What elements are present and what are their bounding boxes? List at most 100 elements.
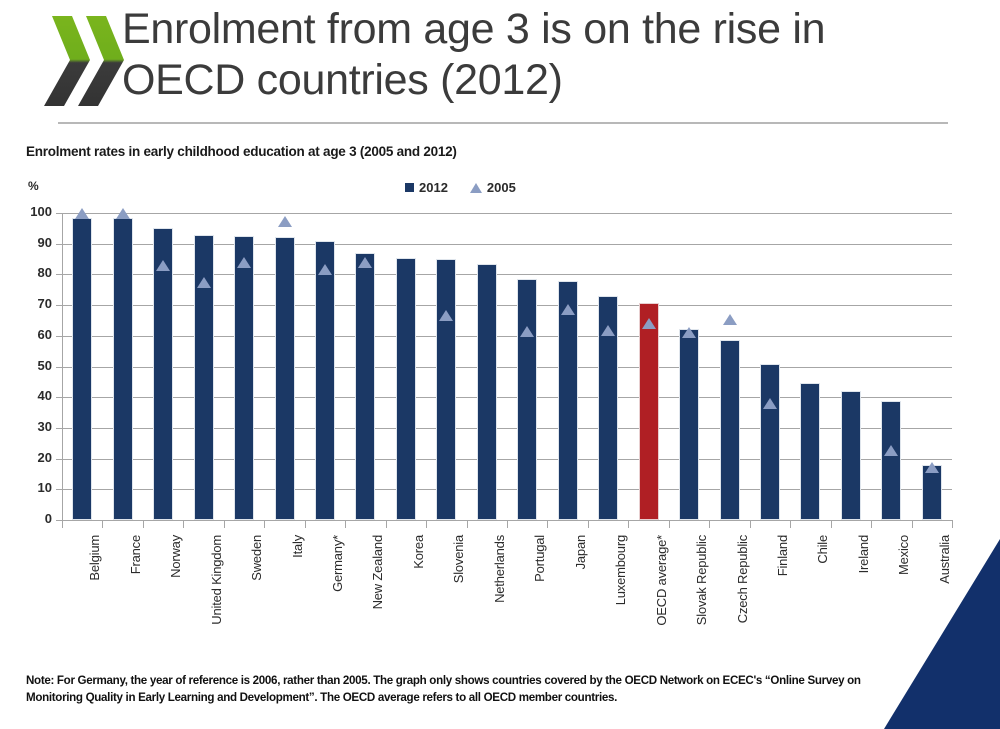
y-axis-tick — [56, 213, 62, 214]
bar-czech-republic — [719, 340, 740, 520]
x-axis-label-ireland: Ireland — [855, 535, 871, 574]
x-axis-label-mexico: Mexico — [896, 535, 912, 575]
x-axis-tick — [62, 521, 63, 528]
gridline — [62, 427, 952, 429]
x-axis-label-slovak-republic: Slovak Republic — [694, 535, 710, 626]
y-axis-unit-label: % — [28, 179, 39, 193]
gridline — [62, 274, 952, 276]
x-axis-label-italy: Italy — [289, 535, 305, 558]
bar-germany — [314, 240, 335, 520]
chart-subtitle: Enrolment rates in early childhood educa… — [26, 144, 457, 159]
legend-item-2005: 2005 — [469, 180, 516, 195]
title-divider — [58, 122, 948, 124]
bar-norway — [153, 228, 174, 520]
x-axis-label-netherlands: Netherlands — [491, 535, 507, 603]
bar-korea — [395, 257, 416, 520]
x-axis-label-finland: Finland — [774, 535, 790, 577]
x-axis-label-germany: Germany* — [329, 535, 345, 592]
x-axis-label-sweden: Sweden — [249, 535, 265, 581]
y-axis-tick-label: 80 — [37, 265, 52, 281]
bar-new-zealand — [355, 252, 376, 520]
x-axis-label-chile: Chile — [815, 535, 831, 564]
y-axis-tick-label: 20 — [37, 449, 52, 465]
page-title: Enrolment from age 3 is on the rise in O… — [122, 5, 826, 104]
bar-australia — [921, 465, 942, 520]
bar-luxembourg — [598, 295, 619, 520]
y-axis-tick — [56, 520, 62, 521]
marker-2005-finland — [762, 398, 777, 410]
bar-slovenia — [436, 259, 457, 520]
y-axis-tick — [56, 397, 62, 399]
y-axis-tick — [56, 274, 62, 276]
x-axis-tick — [628, 521, 630, 528]
y-axis-tick — [56, 489, 62, 491]
x-axis-label-japan: Japan — [572, 535, 588, 570]
bar-mexico — [881, 400, 902, 520]
x-axis-label-korea: Korea — [410, 535, 426, 569]
bar-belgium — [72, 217, 93, 520]
x-axis-tick — [952, 521, 953, 528]
y-axis-tick-label: 40 — [37, 388, 52, 404]
x-axis-tick — [749, 521, 751, 528]
legend-triangle-icon — [469, 182, 482, 193]
y-axis-tick — [56, 366, 62, 368]
x-axis-label-new-zealand: New Zealand — [370, 535, 386, 610]
plot-area: 0 10 20 30 40 50 60 70 80 90 100 — [30, 204, 952, 526]
y-axis-tick-label: 90 — [37, 234, 52, 250]
marker-2005-portugal — [520, 326, 535, 338]
x-axis-tick — [183, 521, 185, 528]
chart-legend: 2012 2005 — [405, 180, 516, 195]
legend-label-2005: 2005 — [486, 180, 516, 195]
x-axis-tick — [142, 521, 144, 528]
chart-footnote: Note: For Germany, the year of reference… — [26, 674, 861, 704]
marker-2005-japan — [560, 303, 575, 315]
y-axis-tick-label: 10 — [37, 480, 52, 496]
y-axis-tick — [56, 458, 62, 460]
marker-2005-italy — [277, 215, 292, 227]
x-axis-label-france: France — [127, 535, 143, 575]
marker-2005-norway — [156, 260, 171, 272]
marker-2005-luxembourg — [601, 325, 616, 337]
gridline — [62, 305, 952, 307]
marker-2005-czech-republic — [722, 314, 737, 326]
gridline — [62, 489, 952, 491]
legend-square-icon — [405, 183, 414, 192]
x-axis-label-norway: Norway — [168, 535, 184, 578]
bar-slovak-republic — [679, 329, 700, 520]
x-axis-tick — [507, 521, 508, 528]
x-axis-tick — [709, 521, 711, 528]
marker-2005-mexico — [884, 444, 899, 456]
x-axis-tick — [304, 521, 306, 528]
y-axis-tick-label: 0 — [44, 511, 52, 526]
marker-2005-slovak-republic — [682, 326, 697, 338]
y-axis-tick — [56, 427, 62, 429]
marker-2005-australia — [924, 461, 939, 473]
legend-label-2012: 2012 — [419, 180, 448, 195]
bar-oecd-average — [638, 303, 659, 520]
marker-2005-belgium — [75, 207, 90, 219]
gridline — [62, 366, 952, 368]
x-axis-label-slovenia: Slovenia — [451, 535, 467, 584]
double-chevron-logo — [42, 10, 138, 112]
bar-france — [112, 218, 133, 520]
x-axis-tick — [102, 521, 104, 528]
x-axis-label-luxembourg: Luxembourg — [613, 535, 629, 606]
marker-2005-france — [115, 207, 130, 219]
marker-2005-germany — [317, 263, 332, 275]
y-axis-tick-label: 70 — [37, 296, 52, 312]
gridline — [62, 397, 952, 399]
bar-finland — [759, 364, 780, 520]
x-axis-tick — [911, 521, 913, 528]
y-axis-tick — [56, 335, 62, 337]
bar-sweden — [234, 236, 255, 520]
marker-2005-oecd-average — [641, 318, 656, 330]
marker-2005-slovenia — [439, 310, 454, 322]
bar-united-kingdom — [193, 234, 214, 520]
x-axis-tick — [871, 521, 873, 528]
bar-ireland — [840, 391, 861, 520]
gridline — [62, 243, 952, 245]
y-axis-tick-label: 100 — [30, 204, 52, 219]
x-axis-tick — [547, 521, 549, 528]
x-axis-tick — [668, 521, 670, 528]
